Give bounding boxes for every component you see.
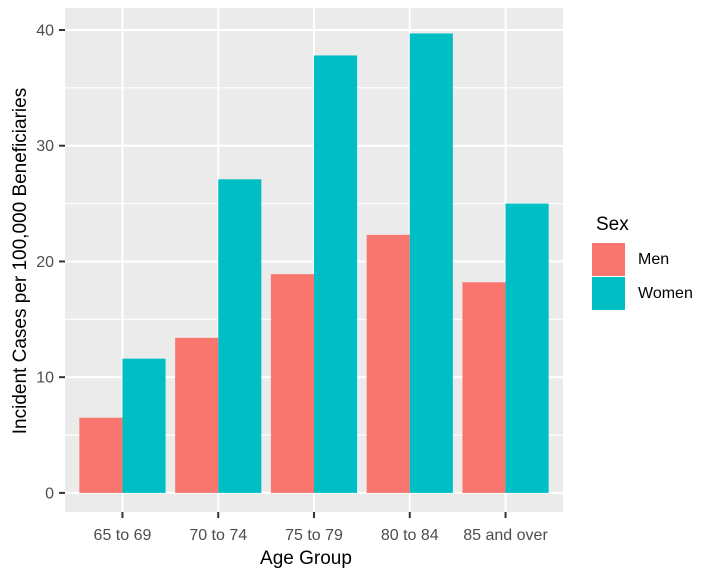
bar-men-4 bbox=[462, 282, 506, 493]
legend-label-men: Men bbox=[638, 250, 670, 268]
x-axis-title: Age Group bbox=[260, 548, 352, 569]
legend-swatch-women-icon bbox=[592, 277, 625, 310]
bar-men-0 bbox=[79, 417, 123, 493]
bar-women-2 bbox=[314, 55, 358, 493]
legend-title: Sex bbox=[596, 214, 629, 235]
x-tick-label: 70 to 74 bbox=[189, 527, 247, 544]
legend-item-men: Men bbox=[592, 243, 693, 276]
bar-men-1 bbox=[175, 337, 219, 493]
y-tick-label: 30 bbox=[36, 138, 54, 155]
legend-item-women: Women bbox=[592, 277, 693, 310]
y-tick-label: 0 bbox=[45, 485, 54, 502]
y-tick-label: 10 bbox=[36, 370, 54, 387]
y-tick-label: 20 bbox=[36, 254, 54, 271]
bar-men-2 bbox=[270, 274, 314, 493]
x-tick-label: 85 and over bbox=[463, 527, 548, 544]
legend: Sex Men Women bbox=[592, 214, 693, 311]
legend-swatch-men-icon bbox=[592, 243, 625, 276]
y-axis-title: Incident Cases per 100,000 Beneficiaries bbox=[10, 87, 31, 435]
y-tick-label: 40 bbox=[36, 22, 54, 39]
bar-women-4 bbox=[505, 203, 549, 493]
bar-women-1 bbox=[218, 179, 262, 493]
x-tick-label: 80 to 84 bbox=[381, 527, 439, 544]
bar-women-3 bbox=[409, 33, 453, 493]
x-tick-label: 75 to 79 bbox=[285, 527, 343, 544]
bar-men-3 bbox=[366, 234, 410, 493]
legend-label-women: Women bbox=[638, 284, 693, 302]
bar-women-0 bbox=[122, 358, 166, 493]
x-tick-label: 65 to 69 bbox=[94, 527, 152, 544]
